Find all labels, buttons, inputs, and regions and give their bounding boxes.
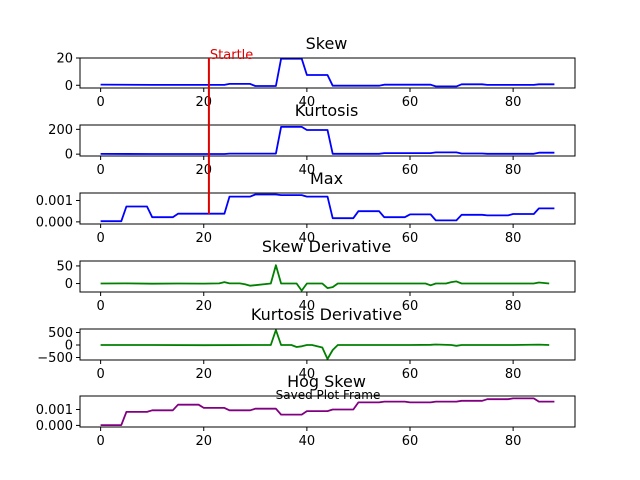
x-tick-label: 80 xyxy=(505,299,522,314)
footer-label: Saved Plot Frame xyxy=(276,388,381,402)
y-tick-label: 200 xyxy=(48,123,73,138)
y-tick-label: 0.000 xyxy=(36,419,73,434)
x-tick-label: 0 xyxy=(96,95,104,110)
x-tick-label: 40 xyxy=(299,367,316,382)
y-tick-label: 0.001 xyxy=(36,403,73,418)
axes-frame xyxy=(79,395,576,428)
axes-frame xyxy=(79,260,576,293)
y-tick-label: 0 xyxy=(65,148,73,163)
chart-panel-2: 0 20 40 60 80 0 200 Kurtosis xyxy=(48,101,576,178)
y-tick-label: −500 xyxy=(37,351,73,366)
chart-panel-3: 0 20 40 60 80 0.000 0.001 Max xyxy=(36,169,576,246)
y-tick-label: 20 xyxy=(56,52,73,67)
x-tick-label: 60 xyxy=(402,231,419,246)
chart-title: Kurtosis xyxy=(295,101,359,120)
x-tick-label: 60 xyxy=(402,163,419,178)
chart-panel-4: 0 20 40 60 80 0 50 Skew Derivative xyxy=(56,237,576,314)
series-line xyxy=(100,329,550,360)
chart-title: Hog Skew xyxy=(287,372,366,391)
x-tick-label: 80 xyxy=(505,367,522,382)
x-tick-label: 20 xyxy=(195,367,212,382)
chart-title: Kurtosis Derivative xyxy=(251,305,402,324)
x-tick-label: 60 xyxy=(402,367,419,382)
x-tick-label: 80 xyxy=(505,231,522,246)
x-tick-label: 60 xyxy=(402,434,419,449)
x-tick-label: 80 xyxy=(505,434,522,449)
axes-frame xyxy=(79,124,576,157)
y-tick-label: 0.001 xyxy=(36,194,73,209)
y-tick-label: 0 xyxy=(65,277,73,292)
x-tick-label: 20 xyxy=(195,299,212,314)
chart-panel-1: 0 20 40 60 80 0 20 Skew xyxy=(56,34,576,110)
axes-frame xyxy=(79,192,576,225)
chart-title: Skew xyxy=(306,34,348,53)
series-line xyxy=(100,193,555,223)
y-tick-label: 50 xyxy=(56,259,73,274)
x-tick-label: 80 xyxy=(505,163,522,178)
chart-title: Skew Derivative xyxy=(262,237,391,256)
x-tick-label: 80 xyxy=(505,95,522,110)
x-tick-label: 0 xyxy=(96,299,104,314)
x-tick-label: 0 xyxy=(96,367,104,382)
startle-marker-label: Startle xyxy=(210,48,253,63)
x-tick-label: 40 xyxy=(299,95,316,110)
x-tick-label: 20 xyxy=(195,95,212,110)
series-line xyxy=(100,57,555,88)
x-tick-label: 0 xyxy=(96,434,104,449)
x-tick-label: 20 xyxy=(195,163,212,178)
series-line xyxy=(100,264,550,292)
axes-frame xyxy=(79,57,576,89)
x-tick-label: 20 xyxy=(195,434,212,449)
x-tick-label: 40 xyxy=(299,434,316,449)
x-tick-label: 0 xyxy=(96,231,104,246)
chart-title: Max xyxy=(310,169,343,188)
y-tick-label: 0 xyxy=(65,79,73,94)
x-tick-label: 40 xyxy=(299,299,316,314)
y-tick-label: 500 xyxy=(48,326,73,341)
y-tick-label: 0 xyxy=(65,339,73,354)
x-tick-label: 60 xyxy=(402,95,419,110)
x-tick-label: 40 xyxy=(299,163,316,178)
series-line xyxy=(100,397,555,427)
x-tick-label: 60 xyxy=(402,299,419,314)
x-tick-label: 0 xyxy=(96,163,104,178)
x-tick-label: 20 xyxy=(195,231,212,246)
x-tick-label: 40 xyxy=(299,231,316,246)
y-tick-label: 0.000 xyxy=(36,215,73,230)
series-line xyxy=(100,126,555,155)
